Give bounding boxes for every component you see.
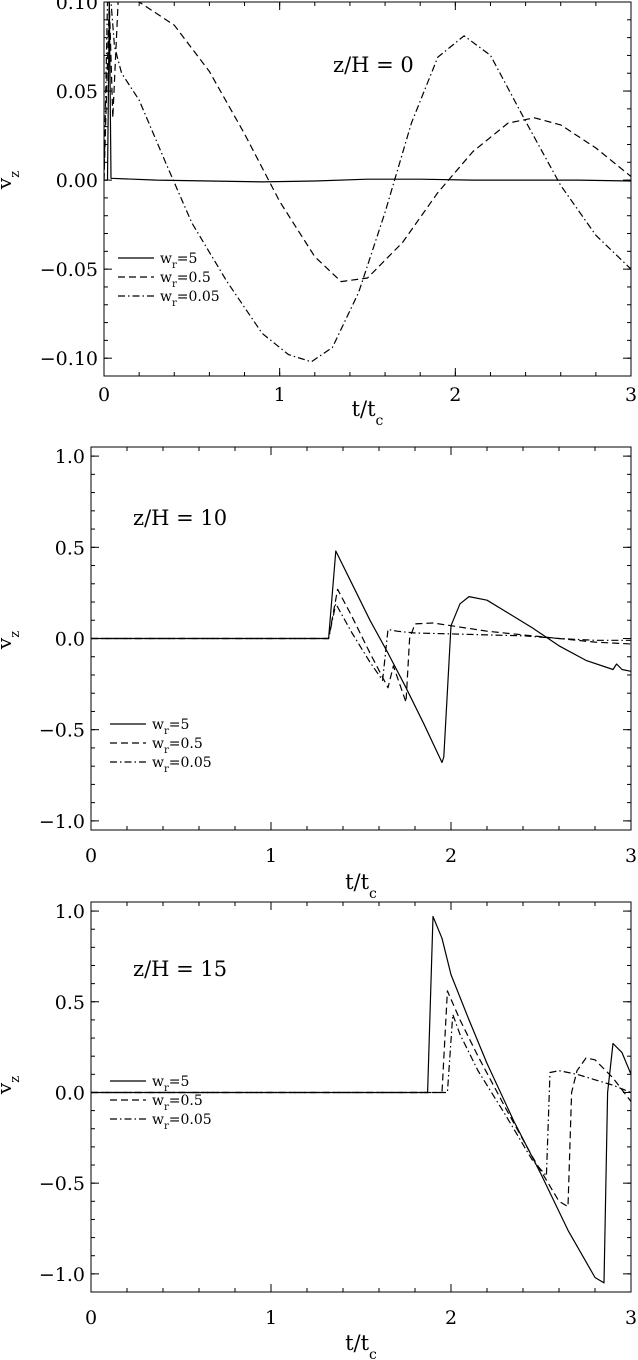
x-axis-label: t/tc — [352, 397, 384, 429]
legend-label-main: w — [160, 270, 172, 286]
legend-label-main: w — [160, 289, 172, 305]
series-line-dashdot — [91, 603, 631, 682]
legend-label-main: w — [152, 755, 164, 771]
legend-label-main: w — [152, 1093, 164, 1109]
x-tick-label: 2 — [445, 845, 457, 867]
legend-label-sub: r — [172, 279, 177, 290]
legend-label-sub: r — [172, 298, 177, 309]
legend-label: wr=0.5 — [152, 1093, 203, 1113]
x-axis-label-main: t/t — [345, 870, 370, 894]
x-tick-label: 0 — [85, 1307, 97, 1329]
plot-frame — [90, 901, 632, 1293]
y-axis-label-sub: z — [8, 171, 23, 178]
panel-annotation: z/H = 10 — [133, 506, 227, 530]
x-tick-label: 0 — [98, 384, 110, 406]
legend-label-sub: r — [172, 260, 177, 271]
x-tick-label: 3 — [625, 845, 637, 867]
legend-label-main: w — [152, 1112, 164, 1128]
legend-label-tail: =0.5 — [177, 270, 211, 286]
legend-label-main: w — [160, 251, 172, 267]
y-tick-label: 0.5 — [55, 537, 85, 559]
series-line-solid — [91, 550, 631, 764]
y-axis-label-sub: z — [8, 631, 23, 638]
y-tick-label: 0.00 — [56, 170, 98, 192]
legend-label: wr=0.05 — [152, 1112, 212, 1132]
x-tick-label: 1 — [274, 384, 286, 406]
y-tick-label: −0.10 — [40, 348, 98, 370]
legend-label: wr=0.05 — [160, 289, 220, 309]
legend-label-tail: =0.05 — [169, 755, 212, 771]
y-axis-label-main: v — [0, 637, 16, 650]
legend-label-sub: r — [164, 1121, 169, 1132]
panel-z-h-0: 0 1 2 3 −0.10 −0.05 0.00 0.05 0.10 t/tc vz z/H = 0 w… — [0, 0, 637, 429]
y-tick-label: −0.5 — [39, 1173, 85, 1195]
legend-label-tail: =5 — [169, 1074, 190, 1090]
legend-label-main: w — [152, 736, 164, 752]
x-axis-label-sub: c — [369, 886, 377, 902]
legend-label: wr=0.5 — [152, 736, 203, 756]
y-axis-label: vz — [0, 171, 23, 190]
legend-label-main: w — [152, 1074, 164, 1090]
legend-label-sub: r — [164, 745, 169, 756]
x-axis-label-sub: c — [376, 413, 384, 429]
y-tick-label: −1.0 — [39, 1264, 85, 1286]
x-axis-label: t/tc — [345, 870, 377, 902]
legend-label-tail: =0.05 — [177, 289, 220, 305]
panel-annotation: z/H = 0 — [333, 53, 414, 77]
legend-label-tail: =0.5 — [169, 1093, 203, 1109]
x-tick-label: 0 — [85, 845, 97, 867]
series-line-solid — [104, 2, 631, 183]
y-tick-label: 1.0 — [55, 446, 85, 468]
legend-label-sub: r — [164, 726, 169, 737]
series-line-dashed — [91, 588, 631, 703]
legend-label-tail: =5 — [177, 251, 198, 267]
legend-label: wr=5 — [160, 251, 197, 271]
legend-label-sub: r — [164, 1102, 169, 1113]
legend-label: wr=0.5 — [160, 270, 211, 290]
panel-annotation: z/H = 15 — [133, 957, 227, 981]
y-tick-label: 0.0 — [55, 1082, 85, 1104]
legend-label-tail: =0.05 — [169, 1112, 212, 1128]
x-tick-label: 2 — [449, 384, 461, 406]
legend-label-tail: =5 — [169, 717, 190, 733]
x-axis-label-main: t/t — [345, 1331, 370, 1355]
legend-label-main: w — [152, 717, 164, 733]
legend-label-sub: r — [164, 1083, 169, 1094]
series-line-dashed — [91, 990, 631, 1208]
legend-label: wr=5 — [152, 1074, 189, 1094]
y-tick-label: 0.05 — [56, 81, 98, 103]
y-axis-label-main: v — [0, 1082, 16, 1095]
x-tick-label: 2 — [445, 1307, 457, 1329]
x-axis-label-sub: c — [369, 1347, 377, 1360]
x-tick-label: 3 — [625, 1307, 637, 1329]
y-tick-label: 1.0 — [55, 901, 85, 923]
series-line-dashdot — [104, 2, 631, 363]
y-tick-label: −0.5 — [39, 720, 85, 742]
legend-label-sub: r — [164, 764, 169, 775]
y-tick-label: 0.5 — [55, 992, 85, 1014]
y-axis-label: vz — [0, 631, 23, 650]
y-axis-label-sub: z — [8, 1076, 23, 1083]
y-axis-label: vz — [0, 1076, 23, 1095]
plot-frame — [103, 1, 632, 377]
legend-label: wr=0.05 — [152, 755, 212, 775]
legend-label: wr=5 — [152, 717, 189, 737]
y-tick-label: −0.05 — [40, 259, 98, 281]
y-axis-label-main: v — [0, 177, 16, 190]
series-line-dashed — [104, 2, 631, 283]
x-tick-label: 3 — [625, 384, 637, 406]
x-axis-label-main: t/t — [352, 397, 377, 421]
y-tick-label: 0.10 — [56, 0, 98, 14]
x-tick-label: 1 — [265, 845, 277, 867]
x-tick-label: 1 — [265, 1307, 277, 1329]
x-axis-label: t/tc — [345, 1331, 377, 1360]
y-tick-label: 0.0 — [55, 629, 85, 651]
legend-label-tail: =0.5 — [169, 736, 203, 752]
y-tick-label: −1.0 — [39, 811, 85, 833]
series-line-dashdot — [91, 1013, 631, 1177]
